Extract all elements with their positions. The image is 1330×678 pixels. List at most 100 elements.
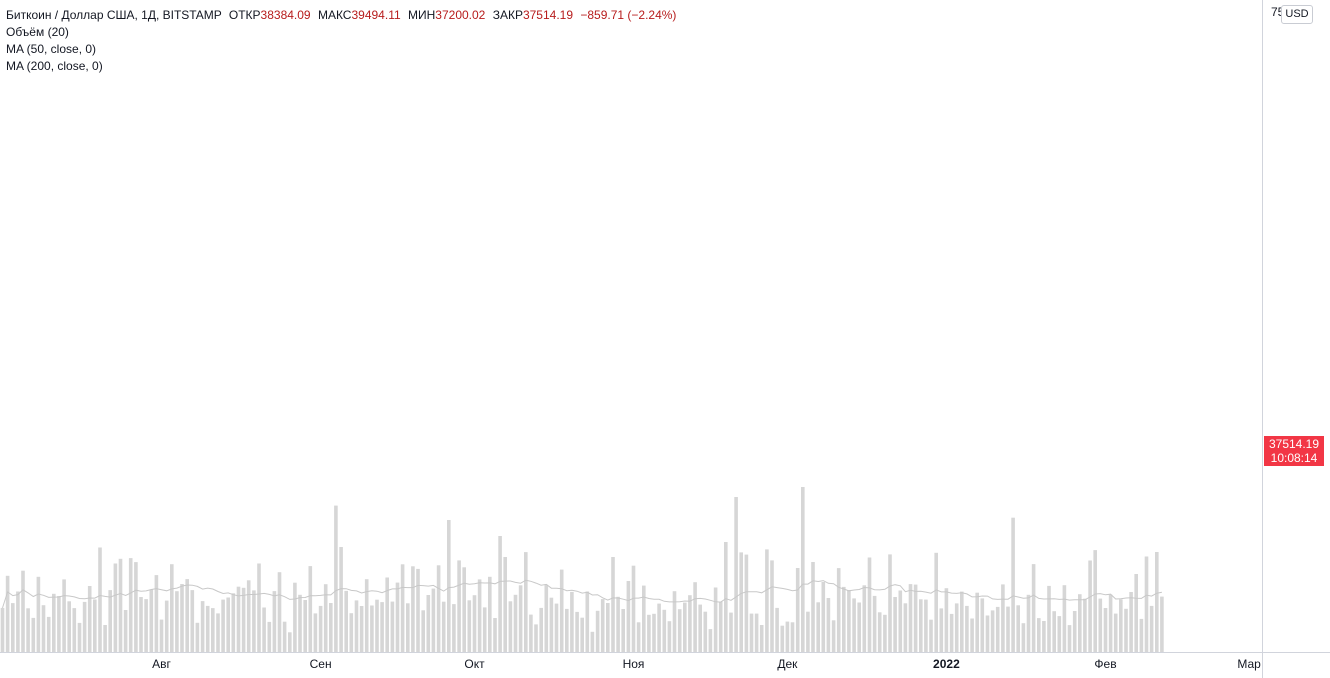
time-tick-label: Авг xyxy=(152,657,171,671)
volume-bar xyxy=(801,487,805,652)
volume-bar xyxy=(452,604,456,652)
volume-bar xyxy=(554,603,559,652)
volume-bar xyxy=(226,597,230,652)
volume-bar xyxy=(965,605,969,652)
volume-bar xyxy=(82,601,87,652)
volume-bar xyxy=(385,577,389,652)
volume-bar xyxy=(77,622,82,652)
volume-bar xyxy=(282,621,287,652)
price-axis[interactable]: 27800.0029200.0030800.0032400.0034000.00… xyxy=(1262,0,1322,678)
volume-bar xyxy=(570,591,574,652)
indicator-ma200[interactable]: MA (200, close, 0) xyxy=(6,59,103,73)
volume-bar xyxy=(11,603,15,652)
volume-bar xyxy=(1031,564,1036,652)
volume-bar xyxy=(293,582,297,652)
volume-bar xyxy=(344,590,348,652)
volume-bar xyxy=(1052,611,1056,652)
volume-bar xyxy=(1103,608,1108,652)
volume-bar xyxy=(765,549,769,652)
volume-bar xyxy=(1160,596,1164,652)
volume-bar xyxy=(698,604,702,652)
volume-bar xyxy=(200,601,205,652)
volume-bar xyxy=(205,605,210,652)
volume-bar xyxy=(708,629,713,652)
volume-bar xyxy=(57,596,61,652)
time-tick-label: Ноя xyxy=(623,657,645,671)
volume-bar xyxy=(1149,605,1154,652)
volume-bar xyxy=(816,602,820,652)
volume-bar xyxy=(318,605,323,652)
volume-bar xyxy=(683,602,687,652)
time-tick-label: Дек xyxy=(777,657,798,671)
volume-bar xyxy=(508,601,513,652)
time-axis[interactable]: Авг Сен Окт Ноя Дек 2022 Фев Мар xyxy=(0,652,1330,672)
volume-bar xyxy=(657,603,661,652)
volume-bar xyxy=(406,603,410,652)
currency-button[interactable]: USD xyxy=(1281,5,1313,24)
volume-bar xyxy=(754,613,759,652)
volume-bar xyxy=(241,587,246,652)
symbol-title[interactable]: Биткоин / Доллар США, 1Д, BITSTAMP xyxy=(6,8,222,22)
volume-bar xyxy=(16,591,20,652)
volume-bar xyxy=(662,609,667,652)
volume-bar xyxy=(62,579,66,652)
indicator-volume[interactable]: Объём (20) xyxy=(6,25,69,39)
volume-bar xyxy=(513,594,518,652)
volume-bar xyxy=(600,599,605,652)
volume-bar xyxy=(52,593,56,652)
volume-bar xyxy=(1088,560,1092,652)
volume-bar xyxy=(323,584,328,652)
volume-bar xyxy=(416,568,420,652)
volume-bar xyxy=(990,610,995,652)
volume-bar xyxy=(149,589,154,652)
volume-bar xyxy=(549,597,554,652)
volume-bar xyxy=(1134,574,1138,652)
volume-bar xyxy=(790,622,795,652)
legend: Биткоин / Доллар США, 1Д, BITSTAMP ОТКР3… xyxy=(6,7,676,75)
volume-bar xyxy=(5,575,10,652)
volume-bar xyxy=(642,585,646,652)
volume-bar xyxy=(180,584,184,652)
volume-bar xyxy=(1042,621,1046,652)
volume-bar xyxy=(934,552,938,652)
volume-bar xyxy=(1119,599,1123,652)
volume-bar xyxy=(529,614,533,652)
volume-bar xyxy=(970,618,974,652)
volume-bar xyxy=(457,560,461,652)
volume-bar xyxy=(482,607,487,652)
volume-bar xyxy=(354,600,359,652)
volume-bar xyxy=(1108,594,1113,652)
volume-bar xyxy=(919,599,923,652)
volume-bar xyxy=(1016,605,1020,652)
volume-bar xyxy=(144,599,148,652)
volume-bar xyxy=(611,557,615,652)
volume-bar xyxy=(1144,556,1149,652)
volume-bar xyxy=(1113,613,1118,652)
volume-bar xyxy=(544,584,549,652)
volume-bar xyxy=(775,607,779,652)
volume-ma-line xyxy=(2,579,1162,609)
volume-bar xyxy=(113,563,118,652)
volume-bar xyxy=(190,590,195,652)
last-price-value: 37514.19 xyxy=(1268,437,1320,451)
open-value: 38384.09 xyxy=(260,8,311,22)
volume-bar xyxy=(339,547,343,652)
volume-bar xyxy=(744,554,749,652)
volume-bar xyxy=(534,624,538,652)
volume-bar xyxy=(252,590,256,652)
volume-bar xyxy=(1155,552,1159,652)
volume-bar xyxy=(1078,594,1082,652)
indicator-ma50[interactable]: MA (50, close, 0) xyxy=(6,42,97,56)
volume-bar xyxy=(913,584,918,652)
volume-bar xyxy=(590,631,595,652)
volume-bar xyxy=(1001,584,1005,652)
volume-bar xyxy=(426,595,431,652)
volume-bar xyxy=(883,614,887,652)
volume-bar xyxy=(1006,606,1010,652)
volume-bar xyxy=(713,587,718,652)
volume-bar xyxy=(785,621,790,652)
volume-bar xyxy=(759,625,764,652)
volume-ma-layer xyxy=(2,579,1162,609)
volume-bar xyxy=(159,619,164,652)
